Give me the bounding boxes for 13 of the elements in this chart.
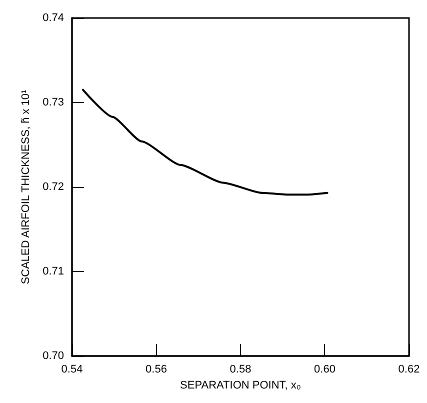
line-series [82, 88, 328, 196]
y-tick-label: 0.71 [42, 266, 64, 278]
x-tick-label: 0.60 [314, 364, 336, 376]
y-tick-label: 0.73 [42, 96, 64, 108]
y-tick-label: 0.70 [42, 350, 64, 362]
y-tick-label: 0.72 [42, 181, 64, 193]
x-tick-label: 0.58 [230, 364, 252, 376]
y-tick-label: 0.74 [42, 12, 64, 24]
y-axis-title: SCALED AIRFOIL THICKNESS, h̃ x 10¹ [20, 89, 32, 284]
x-tick-label: 0.56 [146, 364, 167, 376]
x-axis-title: SEPARATION POINT, x₀ [180, 379, 301, 392]
x-tick-label: 0.62 [398, 364, 420, 376]
x-tick-label: 0.54 [61, 364, 83, 376]
